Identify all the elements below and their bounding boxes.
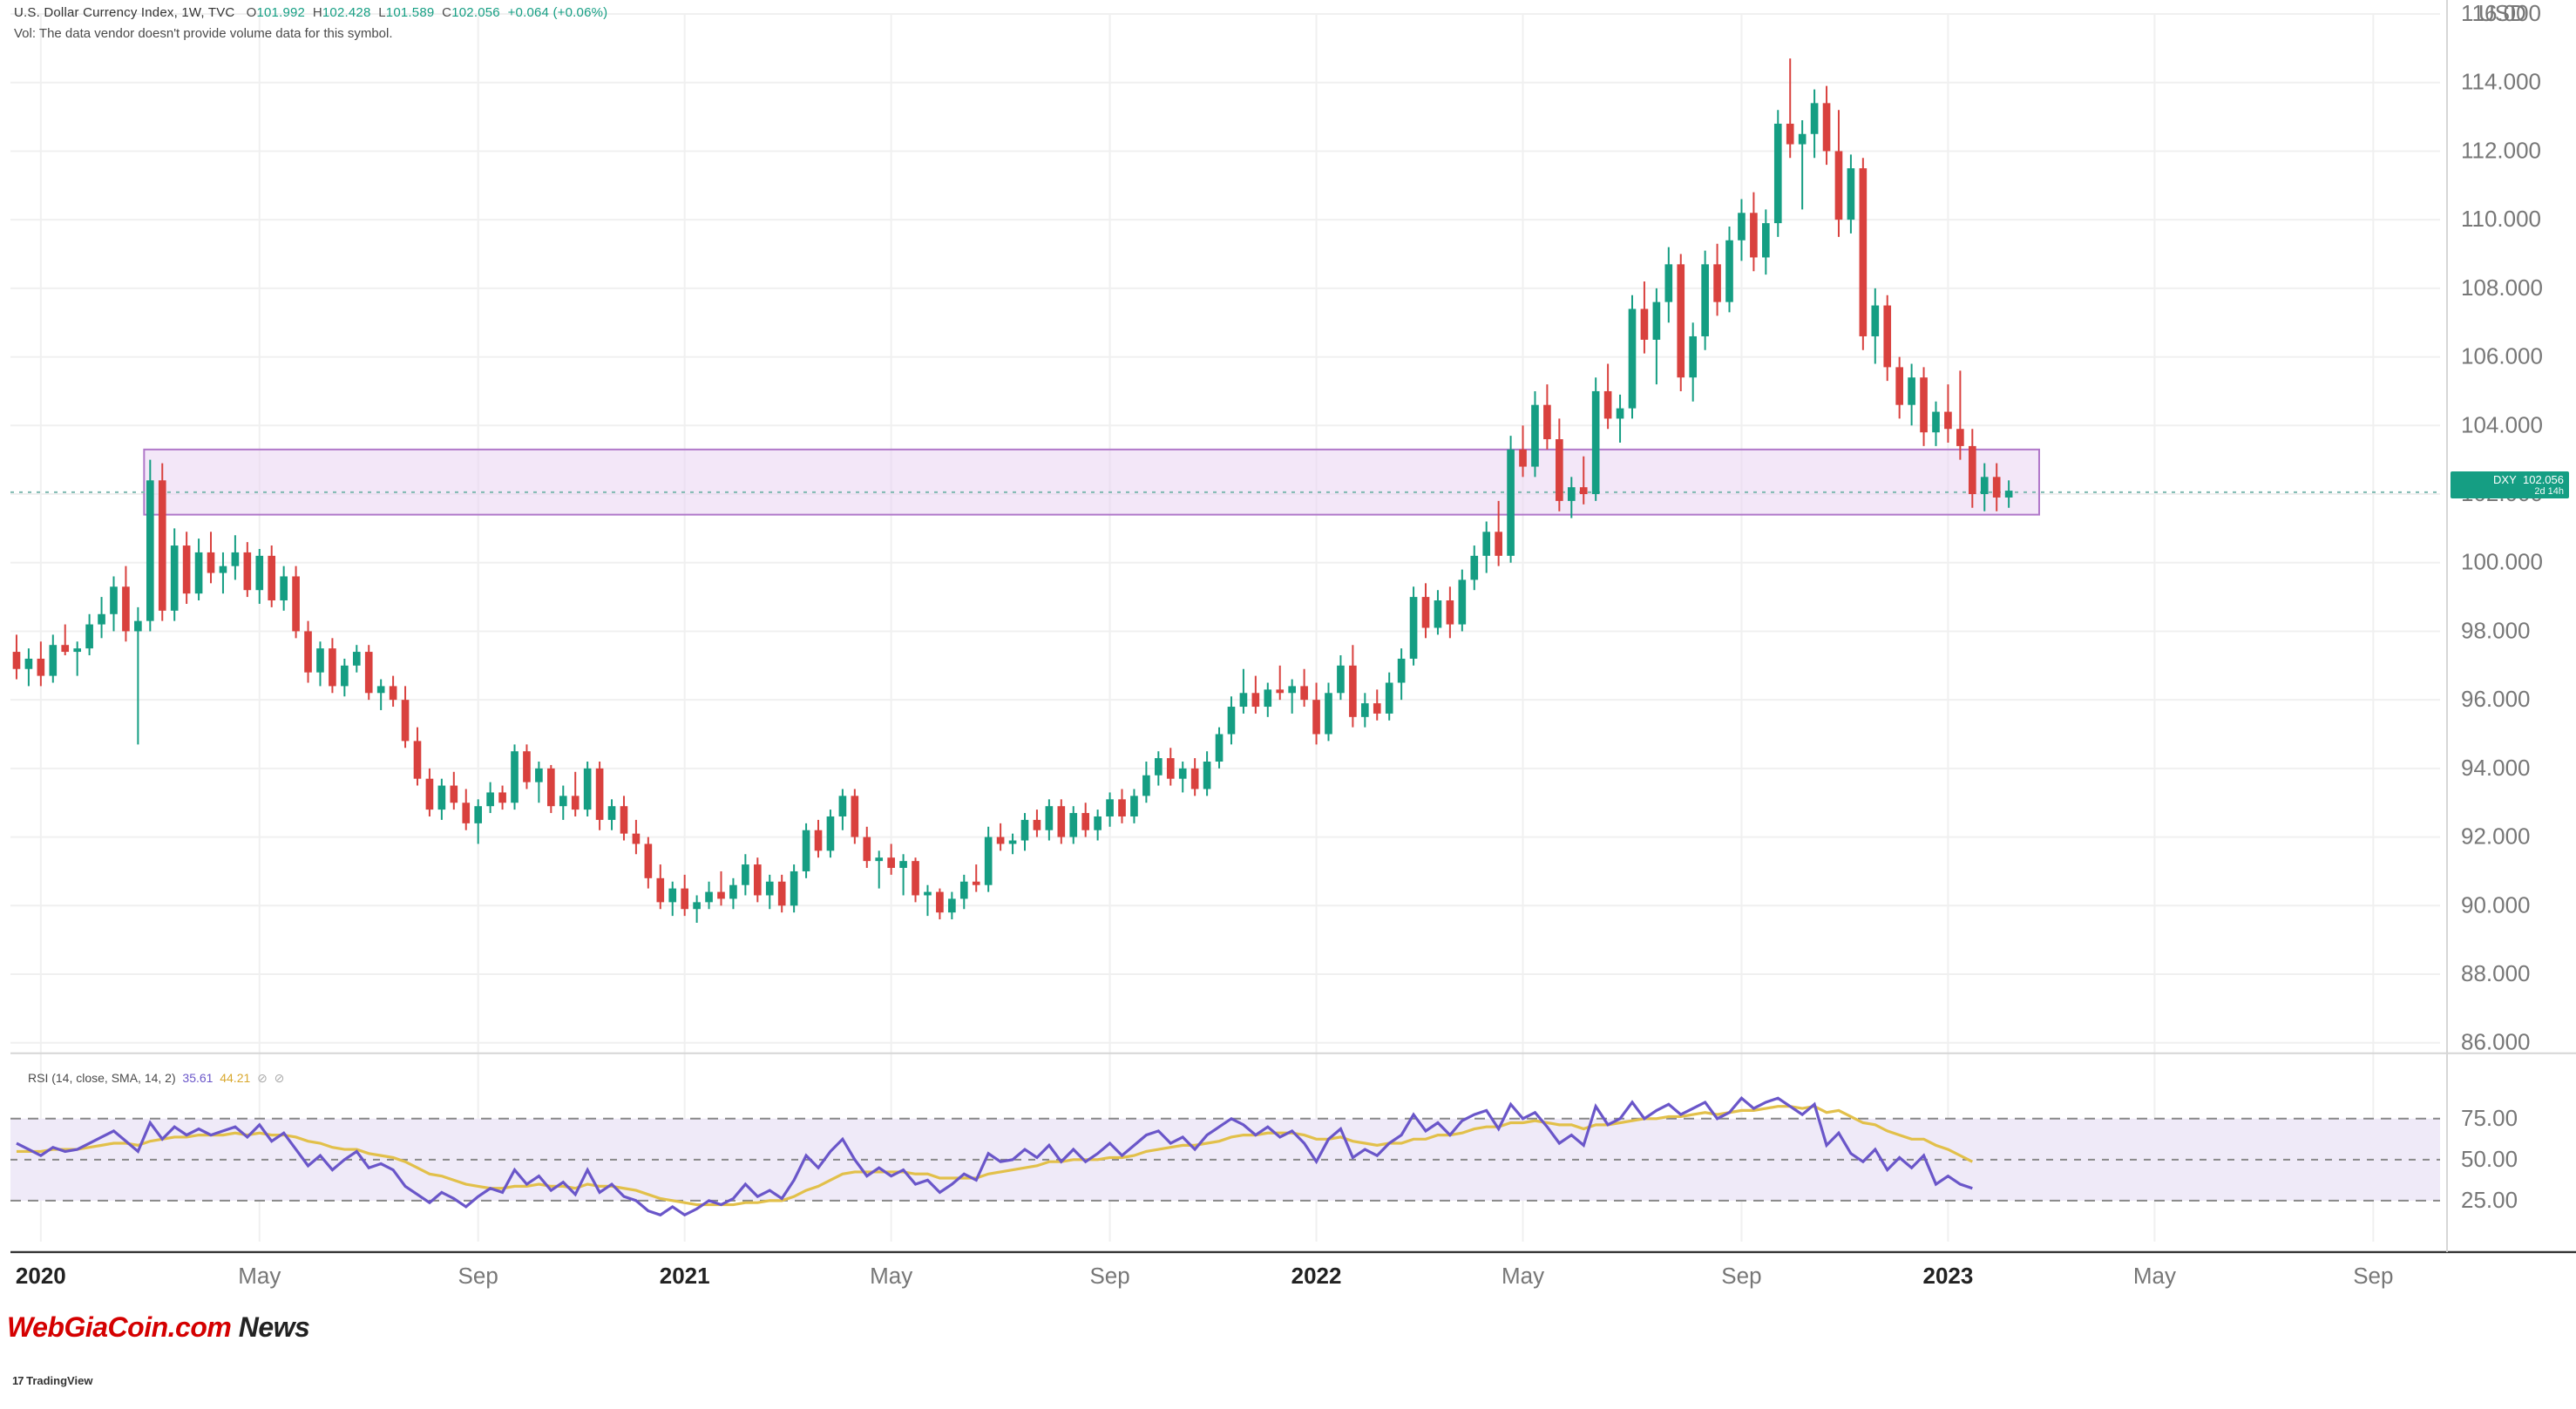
svg-text:94.000: 94.000: [2461, 755, 2531, 781]
volume-note: Vol: The data vendor doesn't provide vol…: [14, 26, 393, 41]
tradingview-logo-icon: 17: [12, 1374, 23, 1387]
svg-text:25.00: 25.00: [2461, 1187, 2518, 1213]
tradingview-attrib: 17 TradingView: [12, 1374, 92, 1387]
watermark-suffix: News: [239, 1311, 310, 1343]
tradingview-text: TradingView: [26, 1374, 92, 1387]
rsi-value-1: 35.61: [182, 1071, 213, 1085]
svg-text:2023: 2023: [1923, 1263, 1974, 1289]
svg-text:108.000: 108.000: [2461, 274, 2543, 301]
svg-text:106.000: 106.000: [2461, 343, 2543, 369]
svg-text:May: May: [238, 1263, 281, 1289]
svg-text:2020: 2020: [16, 1263, 66, 1289]
svg-text:90.000: 90.000: [2461, 891, 2531, 918]
svg-text:98.000: 98.000: [2461, 617, 2531, 643]
svg-text:Sep: Sep: [1721, 1263, 1761, 1289]
svg-text:92.000: 92.000: [2461, 823, 2531, 850]
rsi-title: RSI (14, close, SMA, 14, 2): [28, 1071, 176, 1085]
watermark-brand: WebGiaCoin.com: [7, 1311, 231, 1343]
rsi-null-2: ⊘: [275, 1071, 285, 1085]
svg-text:May: May: [1502, 1263, 1544, 1289]
change-abs: +0.064: [508, 5, 550, 20]
rsi-null-1: ⊘: [257, 1071, 268, 1085]
ohlc-high: 102.428: [322, 5, 371, 20]
ohlc-close: 102.056: [451, 5, 500, 20]
svg-text:88.000: 88.000: [2461, 960, 2531, 986]
rsi-value-2: 44.21: [220, 1071, 250, 1085]
change-pct: (+0.06%): [552, 5, 607, 20]
svg-text:110.000: 110.000: [2461, 206, 2541, 232]
svg-text:112.000: 112.000: [2461, 137, 2541, 163]
svg-text:100.000: 100.000: [2461, 549, 2543, 575]
svg-text:Sep: Sep: [2353, 1263, 2393, 1289]
svg-text:104.000: 104.000: [2461, 411, 2543, 437]
price-flag-symbol: DXY: [2493, 473, 2517, 486]
svg-text:96.000: 96.000: [2461, 686, 2531, 712]
svg-text:86.000: 86.000: [2461, 1029, 2531, 1055]
ohlc-l-label: L: [378, 5, 386, 20]
svg-text:2021: 2021: [660, 1263, 710, 1289]
svg-text:114.000: 114.000: [2461, 69, 2541, 95]
rsi-label: RSI (14, close, SMA, 14, 2) 35.61 44.21 …: [28, 1071, 284, 1086]
svg-text:75.00: 75.00: [2461, 1105, 2518, 1131]
chart-svg[interactable]: 86.000 88.000 90.000 92.000 94.000 96.000 98.0…: [0, 0, 2576, 1409]
watermark: WebGiaCoin.com News: [7, 1311, 309, 1344]
chart-header: U.S. Dollar Currency Index, 1W, TVC O101…: [14, 5, 607, 20]
symbol-title[interactable]: U.S. Dollar Currency Index, 1W, TVC: [14, 5, 234, 20]
svg-text:May: May: [870, 1263, 912, 1289]
svg-text:USD: USD: [2478, 0, 2526, 26]
svg-text:50.00: 50.00: [2461, 1146, 2518, 1172]
svg-text:2022: 2022: [1291, 1263, 1342, 1289]
svg-text:Sep: Sep: [1089, 1263, 1129, 1289]
ohlc-o-label: O: [247, 5, 257, 20]
ohlc-c-label: C: [442, 5, 451, 20]
ohlc-h-label: H: [313, 5, 322, 20]
price-flag-countdown: 2d 14h: [2456, 486, 2564, 497]
svg-text:May: May: [2133, 1263, 2176, 1289]
ohlc-open: 101.992: [256, 5, 305, 20]
ohlc-low: 101.589: [386, 5, 435, 20]
price-flag: DXY 102.056 2d 14h: [2451, 471, 2569, 498]
price-flag-value: 102.056: [2523, 473, 2564, 486]
svg-text:Sep: Sep: [458, 1263, 498, 1289]
